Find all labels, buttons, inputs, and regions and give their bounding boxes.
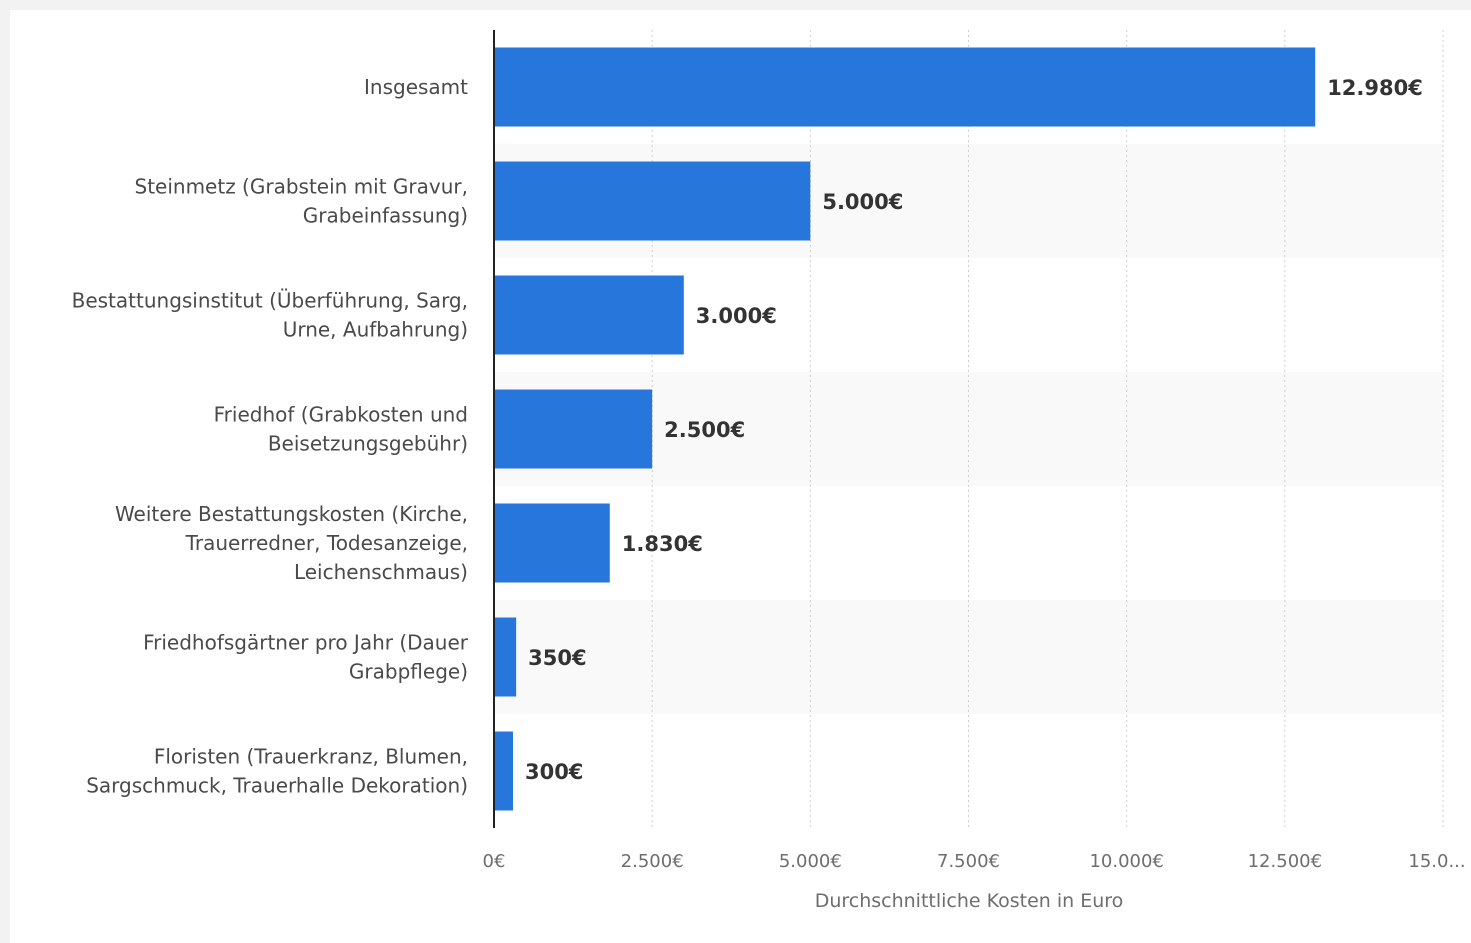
- value-label: 350€: [528, 646, 586, 670]
- category-label: Bestattungsinstitut (Überführung, Sarg, U…: [72, 289, 468, 342]
- category-label: Friedhof (Grabkosten und Beisetzungsgebüh…: [214, 403, 468, 456]
- value-label: 12.980€: [1327, 76, 1423, 100]
- x-tick-label: 2.500€: [621, 851, 684, 872]
- category-label-line: Beisetzungsgebühr): [268, 432, 468, 456]
- value-label: 3.000€: [696, 304, 777, 328]
- x-axis-title: Durchschnittliche Kosten in Euro: [815, 890, 1124, 912]
- value-label: 2.500€: [664, 418, 745, 442]
- category-label: Insgesamt: [364, 75, 468, 99]
- category-label: Steinmetz (Grabstein mit Gravur, Grabeinf…: [135, 175, 469, 228]
- bar-chart: Insgesamt Steinmetz (Grabstein mit Gravur…: [72, 30, 1466, 912]
- chart-card: Insgesamt Steinmetz (Grabstein mit Gravur…: [10, 10, 1471, 943]
- grid-lines: [651, 30, 1444, 828]
- bar: [495, 47, 1316, 127]
- x-tick-label: 7.500€: [937, 851, 1000, 872]
- category-label-line: Weitere Bestattungskosten (Kirche,: [115, 502, 468, 526]
- category-label-line: Floristen (Trauerkranz, Blumen,: [154, 745, 468, 769]
- value-label: 300€: [525, 760, 583, 784]
- category-label-line: Urne, Aufbahrung): [283, 318, 468, 342]
- category-label-line: Steinmetz (Grabstein mit Gravur,: [135, 175, 469, 199]
- bar: [495, 161, 811, 241]
- x-tick-label: 5.000€: [779, 851, 842, 872]
- x-tick-label: 10.000€: [1089, 851, 1163, 872]
- x-tick-label: 12.500€: [1248, 851, 1322, 872]
- category-label-line: Friedhofsgärtner pro Jahr (Dauer: [143, 631, 469, 655]
- category-label: Floristen (Trauerkranz, Blumen, Sargschmu…: [86, 745, 468, 798]
- x-tick-labels: 0€ 2.500€ 5.000€ 7.500€ 10.000€ 12.500€ 15.0..…: [483, 851, 1466, 872]
- bar: [495, 731, 513, 811]
- x-tick-label: 15.0...: [1408, 851, 1465, 872]
- category-label-line: Leichenschmaus): [294, 560, 468, 584]
- bar: [495, 389, 653, 469]
- bar: [495, 617, 517, 697]
- category-label: Friedhofsgärtner pro Jahr (Dauer Grabpfle…: [143, 631, 469, 684]
- x-tick-label: 0€: [483, 851, 506, 872]
- category-label-line: Insgesamt: [364, 75, 468, 99]
- bar: [495, 503, 610, 583]
- category-label-line: Grabeinfassung): [303, 204, 468, 228]
- category-label-line: Sargschmuck, Trauerhalle Dekoration): [86, 774, 468, 798]
- category-label-line: Grabpflege): [349, 660, 468, 684]
- category-label-line: Trauerredner, Todesanzeige,: [185, 531, 468, 555]
- category-label-line: Bestattungsinstitut (Überführung, Sarg,: [72, 289, 468, 313]
- category-labels: Insgesamt Steinmetz (Grabstein mit Gravur…: [72, 75, 469, 798]
- category-label-line: Friedhof (Grabkosten und: [214, 403, 468, 427]
- value-labels: 12.980€ 5.000€ 3.000€ 2.500€ 1.830€ 350€ 300€: [525, 76, 1423, 784]
- value-label: 1.830€: [622, 532, 703, 556]
- category-label: Weitere Bestattungskosten (Kirche, Trauer…: [115, 502, 468, 584]
- bars: [495, 47, 1316, 811]
- bar: [495, 275, 684, 355]
- value-label: 5.000€: [822, 190, 903, 214]
